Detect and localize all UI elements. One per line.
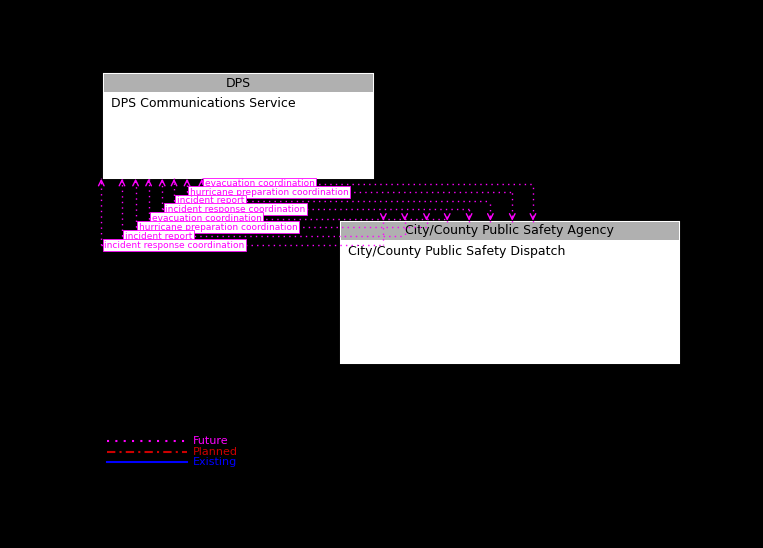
Text: City/County Public Safety Dispatch: City/County Public Safety Dispatch [348, 244, 565, 258]
Bar [105, 74, 373, 178]
Text: DPS Communications Service: DPS Communications Service [111, 97, 296, 110]
Text: Planned: Planned [193, 447, 238, 457]
Text: hurricane preparation coordination: hurricane preparation coordination [190, 188, 349, 197]
Text: DPS: DPS [226, 77, 251, 89]
Text: City/County Public Safety Agency: City/County Public Safety Agency [405, 224, 614, 237]
Bar [341, 239, 679, 363]
Bar [341, 222, 679, 363]
Text: evacuation coordination: evacuation coordination [152, 214, 262, 223]
Text: hurricane preparation coordination: hurricane preparation coordination [139, 223, 298, 232]
Text: evacuation coordination: evacuation coordination [204, 179, 314, 189]
Bar [105, 92, 373, 178]
Text: incident report: incident report [125, 232, 192, 241]
Text: Future: Future [193, 436, 229, 446]
Text: Existing: Existing [193, 458, 237, 467]
Text: incident report: incident report [177, 196, 244, 206]
Bar [341, 222, 679, 239]
Text: incident response coordination: incident response coordination [105, 241, 244, 249]
Bar [105, 74, 373, 92]
Text: incident response coordination: incident response coordination [165, 205, 305, 214]
